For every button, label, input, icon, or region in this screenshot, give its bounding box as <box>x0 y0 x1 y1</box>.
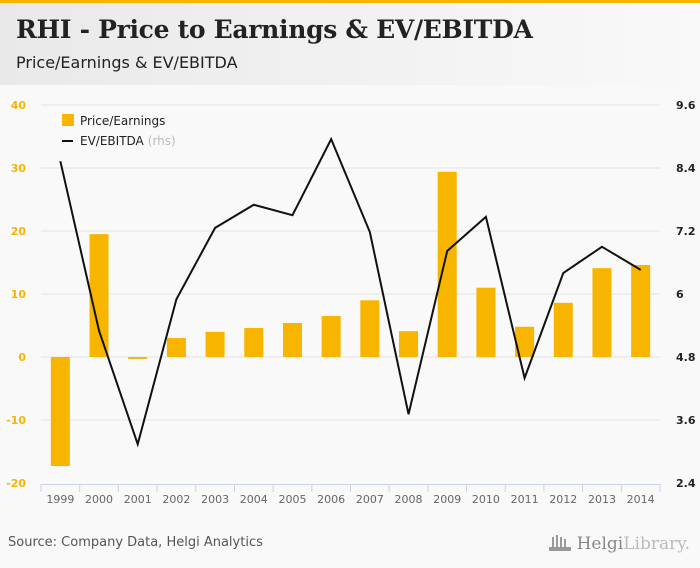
x-tick-label: 2002 <box>162 493 190 506</box>
bar-2004 <box>244 328 264 357</box>
x-tick-label: 2004 <box>240 493 268 506</box>
right-tick-label: 8.4 <box>676 162 696 175</box>
bar-2005 <box>282 322 302 357</box>
bar-2000 <box>89 234 109 357</box>
x-tick-label: 2000 <box>85 493 113 506</box>
left-tick-label: -20 <box>6 477 26 490</box>
x-tick-label: 2013 <box>588 493 616 506</box>
top-accent-bar <box>0 0 700 3</box>
bar-1999 <box>50 357 70 466</box>
x-tick-label: 2006 <box>317 493 345 506</box>
x-tick-label: 2005 <box>278 493 306 506</box>
x-tick-label: 2001 <box>124 493 152 506</box>
x-tick-label: 2010 <box>472 493 500 506</box>
logo-text: HelgiLibrary. <box>577 534 690 554</box>
x-axis: 1999 2000 2001 2002 2003 2004 2005 2006 2007 2008… <box>40 484 661 506</box>
x-tick-label: 2008 <box>395 493 423 506</box>
x-tick-label: 2012 <box>549 493 577 506</box>
bar-2001 <box>128 357 148 359</box>
left-tick-label: 40 <box>11 99 27 112</box>
bar-2002 <box>166 338 186 357</box>
left-tick-label: 30 <box>11 162 27 175</box>
bar-2003 <box>205 331 225 357</box>
right-tick-label: 4.8 <box>676 351 696 364</box>
x-tick-label: 2014 <box>627 493 655 506</box>
bar-2013 <box>592 268 612 357</box>
bar-2006 <box>321 316 341 357</box>
logo-text-bold: Helgi <box>576 534 624 554</box>
right-tick-label: 7.2 <box>676 225 696 238</box>
left-tick-label: 10 <box>11 288 27 301</box>
right-tick-label: 2.4 <box>676 477 696 490</box>
bar-series <box>50 171 651 466</box>
legend-ev-ebitda-suffix: (rhs) <box>148 134 176 148</box>
right-axis: 2.4 3.6 4.8 6 7.2 8.4 9.6 <box>676 99 696 490</box>
right-tick-label: 9.6 <box>676 99 696 112</box>
helgi-library-logo[interactable]: HelgiLibrary. <box>547 533 690 555</box>
bar-2011 <box>515 326 535 357</box>
x-tick-label: 2011 <box>511 493 539 506</box>
bar-2007 <box>360 300 380 357</box>
bar-2009 <box>437 171 457 357</box>
bar-2012 <box>553 302 573 357</box>
legend-label-price-earnings: Price/Earnings <box>80 114 165 128</box>
gridlines <box>41 104 660 421</box>
bar-2010 <box>476 287 496 357</box>
right-tick-label: 6 <box>676 288 684 301</box>
legend-ev-ebitda-name: EV/EBITDA <box>80 134 145 148</box>
x-tick-label: 2003 <box>201 493 229 506</box>
page-title: RHI - Price to Earnings & EV/EBITDA <box>16 15 533 44</box>
ev-ebitda-line <box>59 136 642 448</box>
source-note: Source: Company Data, Helgi Analytics <box>8 535 263 550</box>
bar-2008 <box>399 331 419 357</box>
chart-header: RHI - Price to Earnings & EV/EBITDA Pric… <box>0 3 700 85</box>
chart-subtitle: Price/Earnings & EV/EBITDA <box>16 53 238 72</box>
left-axis: -20 -10 0 10 20 30 40 <box>6 99 26 490</box>
x-tick-label: 2007 <box>356 493 384 506</box>
left-tick-label: 20 <box>11 225 27 238</box>
legend-swatch-price-earnings <box>62 114 74 126</box>
legend-label-ev-ebitda: EV/EBITDA (rhs) <box>80 134 176 148</box>
right-tick-label: 3.6 <box>676 414 696 427</box>
left-tick-label: 0 <box>18 351 26 364</box>
x-tick-label: 2009 <box>433 493 461 506</box>
logo-text-light: Library. <box>623 534 690 554</box>
legend: Price/Earnings EV/EBITDA (rhs) <box>62 114 176 148</box>
line-series <box>59 136 642 448</box>
left-tick-label: -10 <box>6 414 26 427</box>
library-icon <box>548 535 571 551</box>
bar-2014 <box>631 265 651 357</box>
x-tick-label: 1999 <box>46 493 74 506</box>
